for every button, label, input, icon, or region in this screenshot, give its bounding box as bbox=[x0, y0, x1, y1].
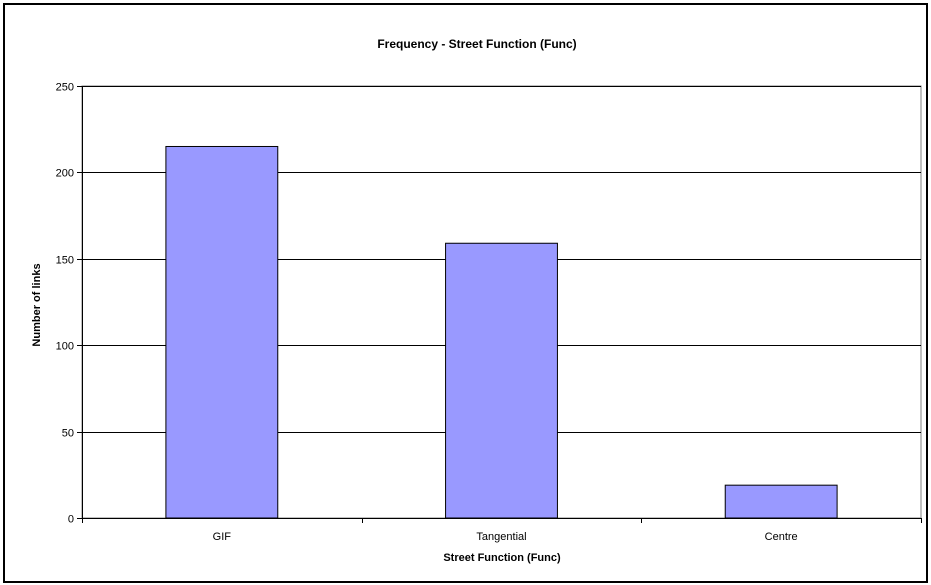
y-tick-label: 100 bbox=[56, 341, 74, 353]
y-tick-label: 0 bbox=[68, 514, 74, 526]
y-tick-label: 250 bbox=[56, 82, 74, 94]
x-tick-label: Tangential bbox=[476, 531, 526, 543]
bar-chart: Frequency - Street Function (Func) 0 50 10… bbox=[31, 37, 922, 564]
x-tick-label: Centre bbox=[765, 531, 798, 543]
bar-centre bbox=[724, 484, 838, 519]
y-tick-label: 200 bbox=[56, 168, 74, 180]
chart-frame: Frequency - Street Function (Func) 0 50 10… bbox=[3, 3, 928, 583]
plot-area: 0 50 100 150 200 250 GIF Tangential Centre bbox=[56, 82, 922, 543]
x-tick-label: GIF bbox=[213, 531, 232, 543]
chart-title: Frequency - Street Function (Func) bbox=[377, 37, 576, 51]
y-tick-label: 150 bbox=[56, 255, 74, 267]
y-tick-label: 50 bbox=[62, 428, 74, 440]
bar-gif bbox=[165, 145, 279, 519]
y-axis-title: Number of links bbox=[31, 263, 43, 346]
x-axis-title: Street Function (Func) bbox=[443, 552, 561, 564]
bar-tangential bbox=[445, 242, 558, 519]
